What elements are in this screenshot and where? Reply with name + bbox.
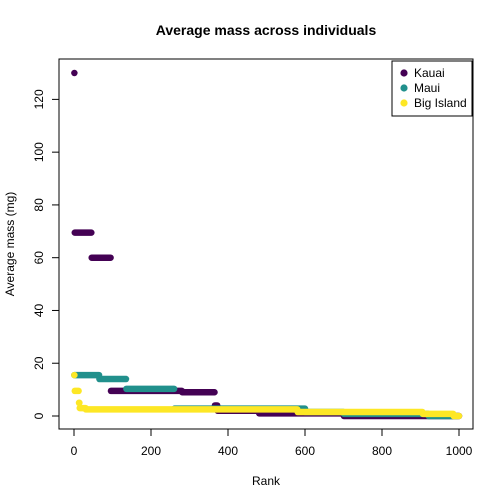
y-tick-label: 80 (32, 198, 46, 212)
series-big-island (71, 371, 463, 420)
x-tick-label: 800 (372, 444, 392, 458)
y-tick-label: 120 (32, 89, 46, 109)
x-tick-label: 400 (218, 444, 238, 458)
y-tick-label: 60 (32, 251, 46, 265)
data-marks (71, 69, 463, 420)
y-axis-label: Average mass (mg) (3, 192, 17, 296)
y-tick-label: 40 (32, 303, 46, 317)
legend-marker (400, 99, 408, 107)
y-tick-label: 100 (32, 142, 46, 162)
chart-title: Average mass across individuals (156, 22, 377, 38)
x-tick-label: 0 (71, 444, 78, 458)
series-kauai (71, 69, 463, 420)
legend-marker (400, 69, 408, 77)
legend-label: Big Island (414, 96, 467, 110)
x-tick-label: 200 (141, 444, 161, 458)
x-tick-label: 600 (295, 444, 315, 458)
y-tick-label: 20 (32, 356, 46, 370)
legend-label: Maui (414, 81, 440, 95)
x-axis: 0 200 400 600 800 1000 (71, 428, 473, 458)
y-axis: 0 20 40 60 80 100 120 (32, 89, 60, 419)
legend-label: Kauai (414, 66, 445, 80)
y-tick-label: 0 (32, 412, 46, 419)
x-axis-label: Rank (252, 474, 281, 488)
x-tick-label: 1000 (446, 444, 473, 458)
legend-marker (400, 84, 408, 92)
